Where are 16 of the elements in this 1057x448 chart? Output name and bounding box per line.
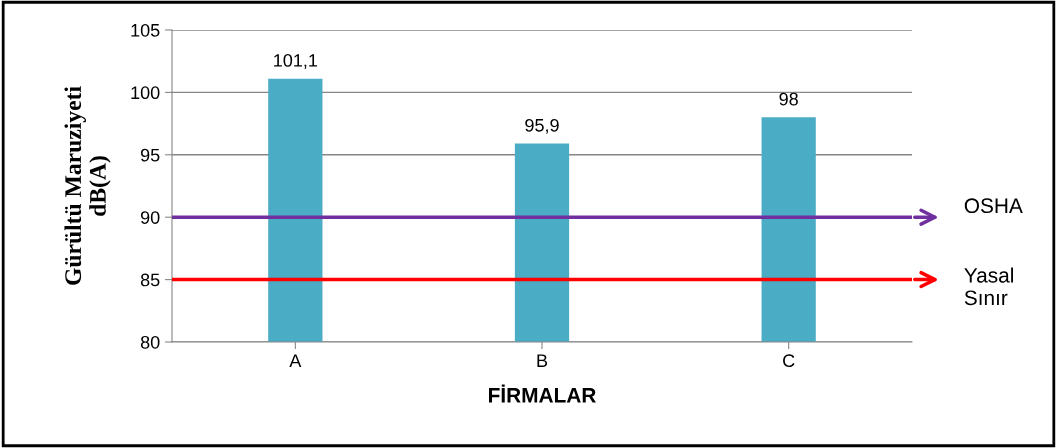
ref-line-label: OSHA [964, 198, 1023, 214]
y-tick-label: 100 [131, 86, 160, 100]
data-label: 98 [779, 92, 798, 106]
x-tick-label: A [289, 354, 302, 367]
data-label: 101,1 [274, 53, 318, 69]
y-axis-title: Gürültü Maruziyeti dB(A) [64, 86, 111, 285]
y-tick-label: 95 [140, 148, 160, 162]
data-label: 95,9 [525, 118, 559, 134]
y-tick-label: 80 [140, 335, 160, 349]
ref-line-label: Yasal Sınır [964, 267, 1013, 306]
y-tick-label: 85 [140, 273, 160, 287]
x-tick-label: B [537, 354, 548, 367]
y-tick-label: 105 [131, 23, 160, 37]
y-tick-label: 90 [140, 211, 160, 224]
x-axis-title: FİRMALAR [489, 384, 596, 403]
x-tick-label: C [783, 354, 795, 368]
